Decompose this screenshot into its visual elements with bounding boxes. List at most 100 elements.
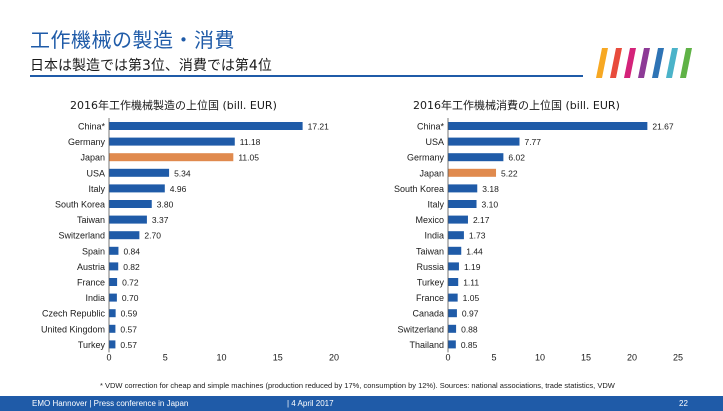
value-label: 1.44: [466, 246, 483, 256]
footer-date: | 4 April 2017: [287, 399, 334, 408]
value-label: 0.88: [461, 324, 478, 334]
bar: [448, 246, 462, 255]
value-label: 3.37: [152, 215, 169, 225]
x-tick-label: 0: [445, 352, 450, 362]
title-divider: [30, 75, 583, 77]
category-label: Thailand: [409, 340, 444, 350]
category-label: Czech Republic: [42, 309, 106, 319]
value-label: 0.70: [122, 293, 139, 303]
bar: [109, 246, 119, 255]
category-label: Germany: [407, 153, 445, 163]
bar: [448, 324, 457, 333]
footer-bar: EMO Hannover | Press conference in Japan…: [0, 396, 723, 411]
category-label: Spain: [82, 246, 105, 256]
category-label: Austria: [77, 262, 105, 272]
category-label: Switzerland: [58, 231, 105, 241]
category-label: Russia: [416, 262, 444, 272]
x-tick-label: 5: [163, 352, 168, 362]
value-label: 1.19: [464, 262, 481, 272]
category-label: France: [77, 278, 105, 288]
category-label: South Korea: [55, 200, 105, 210]
value-label: 21.67: [652, 122, 674, 132]
value-label: 0.59: [121, 309, 138, 319]
logo-stripe: [666, 48, 678, 78]
production-chart: China* 17.21 Germany 11.18 Japan 11.05 USA 5.34…: [41, 118, 339, 362]
bar: [448, 231, 464, 240]
consumption-chart: China* 21.67 USA 7.77 Germany 6.02 Japan 5.22 So…: [394, 118, 683, 362]
bar: [109, 122, 303, 130]
logo-stripe: [610, 48, 622, 78]
bar: [109, 262, 119, 271]
x-tick-label: 20: [329, 352, 339, 362]
bar: [448, 168, 497, 177]
category-label: China*: [417, 122, 445, 132]
value-label: 0.97: [462, 309, 479, 319]
value-label: 0.72: [122, 278, 139, 288]
x-tick-label: 0: [106, 352, 111, 362]
bar: [448, 215, 468, 224]
bar: [109, 137, 235, 146]
logo-stripe: [624, 48, 636, 78]
x-tick-label: 25: [673, 352, 683, 362]
value-label: 5.34: [174, 168, 191, 178]
bar: [448, 200, 477, 208]
value-label: 1.73: [469, 231, 486, 241]
value-label: 0.85: [461, 340, 478, 350]
bar: [109, 153, 234, 162]
value-label: 17.21: [308, 122, 330, 132]
value-label: 11.05: [238, 153, 259, 163]
category-label: South Korea: [394, 184, 444, 194]
value-label: 0.57: [120, 340, 137, 350]
logo-stripe: [652, 48, 664, 78]
category-label: Turkey: [417, 278, 445, 288]
bar: [109, 293, 117, 302]
bar: [448, 293, 458, 302]
bar: [109, 340, 116, 349]
value-label: 1.11: [463, 278, 479, 288]
value-label: 4.96: [170, 184, 187, 194]
value-label: 3.18: [482, 184, 499, 194]
value-label: 0.57: [120, 324, 137, 334]
emo-logo-icon: [596, 48, 692, 78]
category-label: France: [416, 293, 444, 303]
value-label: 0.82: [123, 262, 140, 272]
category-label: India: [85, 293, 105, 303]
footer-event: EMO Hannover | Press conference in Japan: [32, 399, 189, 408]
page-number: 22: [679, 399, 688, 408]
bar: [448, 137, 520, 146]
category-label: Italy: [427, 200, 444, 210]
value-label: 0.84: [123, 246, 140, 256]
production-chart-title: 2016年工作機械製造の上位国 (bill. EUR): [70, 99, 277, 112]
category-label: Japan: [80, 153, 105, 163]
category-label: China*: [78, 122, 106, 132]
value-label: 11.18: [240, 137, 261, 147]
category-label: Taiwan: [416, 246, 444, 256]
logo-stripe: [638, 48, 650, 78]
category-label: Canada: [412, 309, 444, 319]
bar: [109, 184, 165, 193]
category-label: USA: [86, 168, 105, 178]
value-label: 3.80: [157, 200, 174, 210]
x-tick-label: 15: [273, 352, 283, 362]
x-tick-label: 15: [581, 352, 591, 362]
value-label: 7.77: [524, 137, 541, 147]
category-label: Taiwan: [77, 215, 105, 225]
page-title: 工作機械の製造・消費: [30, 28, 235, 52]
category-label: Germany: [68, 137, 106, 147]
bar: [109, 278, 118, 286]
bar: [109, 324, 116, 333]
category-label: USA: [425, 137, 444, 147]
bar: [448, 122, 648, 130]
bar: [109, 231, 140, 240]
bar: [448, 262, 459, 271]
bar: [109, 200, 152, 208]
footnote: * VDW correction for cheap and simple ma…: [100, 381, 615, 390]
value-label: 2.17: [473, 215, 490, 225]
value-label: 1.05: [463, 293, 480, 303]
value-label: 6.02: [508, 153, 525, 163]
bar: [448, 309, 457, 318]
bar: [448, 278, 459, 286]
bar: [109, 168, 170, 177]
x-tick-label: 10: [535, 352, 545, 362]
page-subtitle: 日本は製造では第3位、消費では第4位: [30, 58, 272, 74]
